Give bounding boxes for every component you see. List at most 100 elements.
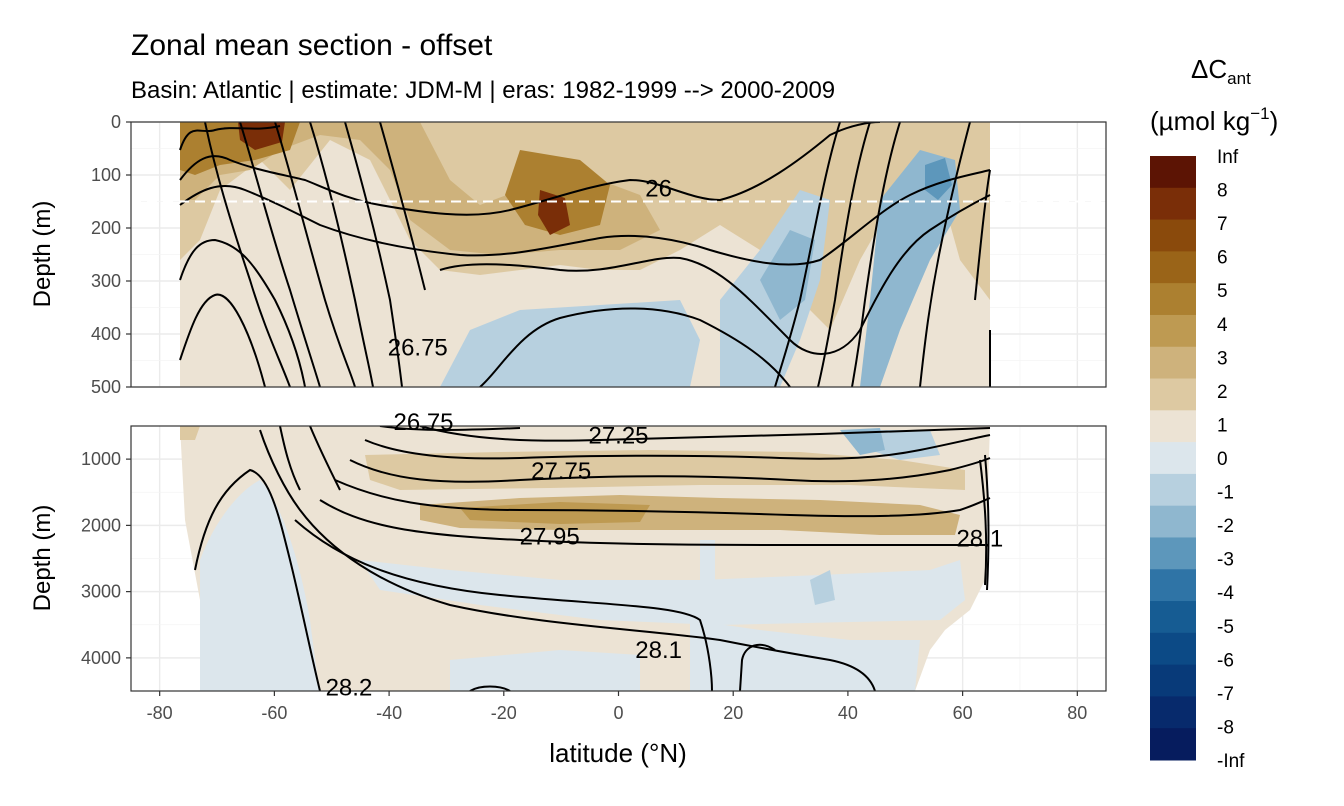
upper-brown-core-2 xyxy=(538,190,570,235)
legend-label: -Inf xyxy=(1217,751,1245,772)
legend-label: 8 xyxy=(1217,181,1228,202)
contour-labels: 26 26.75 26.75 27.25 27.75 27.95 28.1 28.2 28.1 xyxy=(326,175,1004,701)
lower-blue-patch-3 xyxy=(840,428,885,455)
x-tick-label: -80 xyxy=(147,703,173,723)
lower-panel-field xyxy=(180,426,991,691)
legend-title-main: ΔC xyxy=(1191,54,1227,84)
legend-units-superscript: −1 xyxy=(1250,104,1269,123)
upper-panel xyxy=(130,121,1107,388)
legend-label: -8 xyxy=(1217,717,1234,738)
legend-label: 5 xyxy=(1217,281,1228,302)
legend-swatch xyxy=(1150,251,1196,284)
chart-subtitle: Basin: Atlantic | estimate: JDM-M | eras… xyxy=(131,77,835,104)
lower-blue-patch-1 xyxy=(810,570,835,605)
y-tick-label: 100 xyxy=(91,165,121,185)
lower-blue-wedge-left xyxy=(200,480,320,691)
legend-label: 0 xyxy=(1217,449,1228,470)
legend-swatch xyxy=(1150,537,1196,570)
y-axis-label-upper: Depth (m) xyxy=(29,201,56,308)
y-tick-label: 300 xyxy=(91,271,121,291)
legend-title-subscript: ant xyxy=(1227,69,1251,88)
contour-label: 26.75 xyxy=(388,334,448,361)
chart-title: Zonal mean section - offset xyxy=(131,29,493,62)
y-tick-label: 2000 xyxy=(81,515,121,535)
y-tick-label: 0 xyxy=(111,112,121,132)
y-axis-label-lower: Depth (m) xyxy=(29,505,56,612)
legend-label: -6 xyxy=(1217,650,1234,671)
legend-swatch xyxy=(1150,410,1196,443)
legend-label: 4 xyxy=(1217,315,1228,336)
x-tick-label: 0 xyxy=(613,703,623,723)
legend-label: 7 xyxy=(1217,214,1228,235)
x-tick-label: 80 xyxy=(1067,703,1087,723)
legend-label: Inf xyxy=(1217,147,1239,168)
x-tick-label: 40 xyxy=(838,703,858,723)
legend-units: (µmol kg−1) xyxy=(1150,104,1278,136)
legend-label: 1 xyxy=(1217,415,1228,436)
legend-swatch xyxy=(1150,728,1196,761)
x-tick-label: 60 xyxy=(953,703,973,723)
contour-label: 28.1 xyxy=(956,526,1003,553)
legend-label: -7 xyxy=(1217,684,1234,705)
y-tick-label: 3000 xyxy=(81,582,121,602)
axes: -80 -60 -40 -20 0 20 40 60 80 0 100 200 300 400 500 100… xyxy=(81,112,1087,723)
legend-label: 2 xyxy=(1217,382,1228,403)
legend-swatch xyxy=(1150,601,1196,634)
legend-label: -2 xyxy=(1217,516,1234,537)
contour-label: 28.2 xyxy=(326,675,373,702)
upper-panel-field xyxy=(131,122,1106,387)
lower-contours xyxy=(194,426,991,691)
lower-blue-deep-patch xyxy=(450,650,640,691)
upper-blue-core-far-right xyxy=(925,158,952,200)
legend-swatch xyxy=(1150,187,1196,221)
legend-label: -4 xyxy=(1217,583,1234,604)
legend-swatch xyxy=(1150,473,1196,507)
legend-label: -3 xyxy=(1217,550,1234,571)
legend-keys: Inf 8 7 6 5 4 3 2 1 0 -1 -2 -3 -4 -5 -6 -7 -8 -Inf xyxy=(1150,147,1245,772)
legend-swatch xyxy=(1150,696,1196,729)
legend-units-close: ) xyxy=(1270,106,1279,136)
y-tick-label: 1000 xyxy=(81,449,121,469)
contour-label: 27.25 xyxy=(588,422,648,449)
legend-swatch xyxy=(1150,378,1196,411)
lower-blue-column xyxy=(700,540,715,691)
legend-swatch xyxy=(1150,156,1196,189)
y-tick-label: 500 xyxy=(91,377,121,397)
upper-contours xyxy=(179,122,991,387)
legend-swatch xyxy=(1150,569,1196,602)
x-tick-label: -40 xyxy=(376,703,402,723)
lower-tan-band-core xyxy=(460,502,650,524)
x-tick-label: -60 xyxy=(261,703,287,723)
contour-label: 28.1 xyxy=(635,637,682,664)
lower-light-fill xyxy=(180,426,990,691)
legend-swatch xyxy=(1150,632,1196,666)
legend-swatch xyxy=(1150,283,1196,316)
legend-title: ΔCant xyxy=(1191,54,1251,88)
legend: ΔCant (µmol kg−1) Inf 8 7 6 5 4 3 2 1 0 -1 -2 -3 -4 -5… xyxy=(1150,54,1278,772)
legend-units-main: (µmol kg xyxy=(1150,106,1250,136)
contour-label: 27.75 xyxy=(531,458,591,485)
upper-panel-border xyxy=(130,121,1107,388)
lower-tan-edge-left xyxy=(180,426,200,440)
upper-strong-tan-patch-2 xyxy=(505,150,610,235)
lower-blue-band-mid xyxy=(360,560,965,625)
legend-swatch xyxy=(1150,219,1196,252)
y-tick-label: 200 xyxy=(91,218,121,238)
contour-label: 27.95 xyxy=(520,524,580,551)
upper-blue-patch-lower xyxy=(440,300,700,387)
x-tick-label: -20 xyxy=(491,703,517,723)
legend-label: -1 xyxy=(1217,483,1234,504)
lower-panel xyxy=(130,425,1107,692)
contour-label: 26 xyxy=(645,175,672,202)
y-tick-label: 400 xyxy=(91,324,121,344)
legend-label: 3 xyxy=(1217,348,1228,369)
lower-blue-patch-2 xyxy=(870,430,940,460)
legend-swatch xyxy=(1150,664,1196,697)
legend-label: 6 xyxy=(1217,248,1228,269)
x-axis-label: latitude (°N) xyxy=(549,738,687,768)
legend-label: -5 xyxy=(1217,617,1234,638)
legend-swatch xyxy=(1150,314,1196,348)
legend-swatch xyxy=(1150,442,1196,475)
y-tick-label: 4000 xyxy=(81,648,121,668)
